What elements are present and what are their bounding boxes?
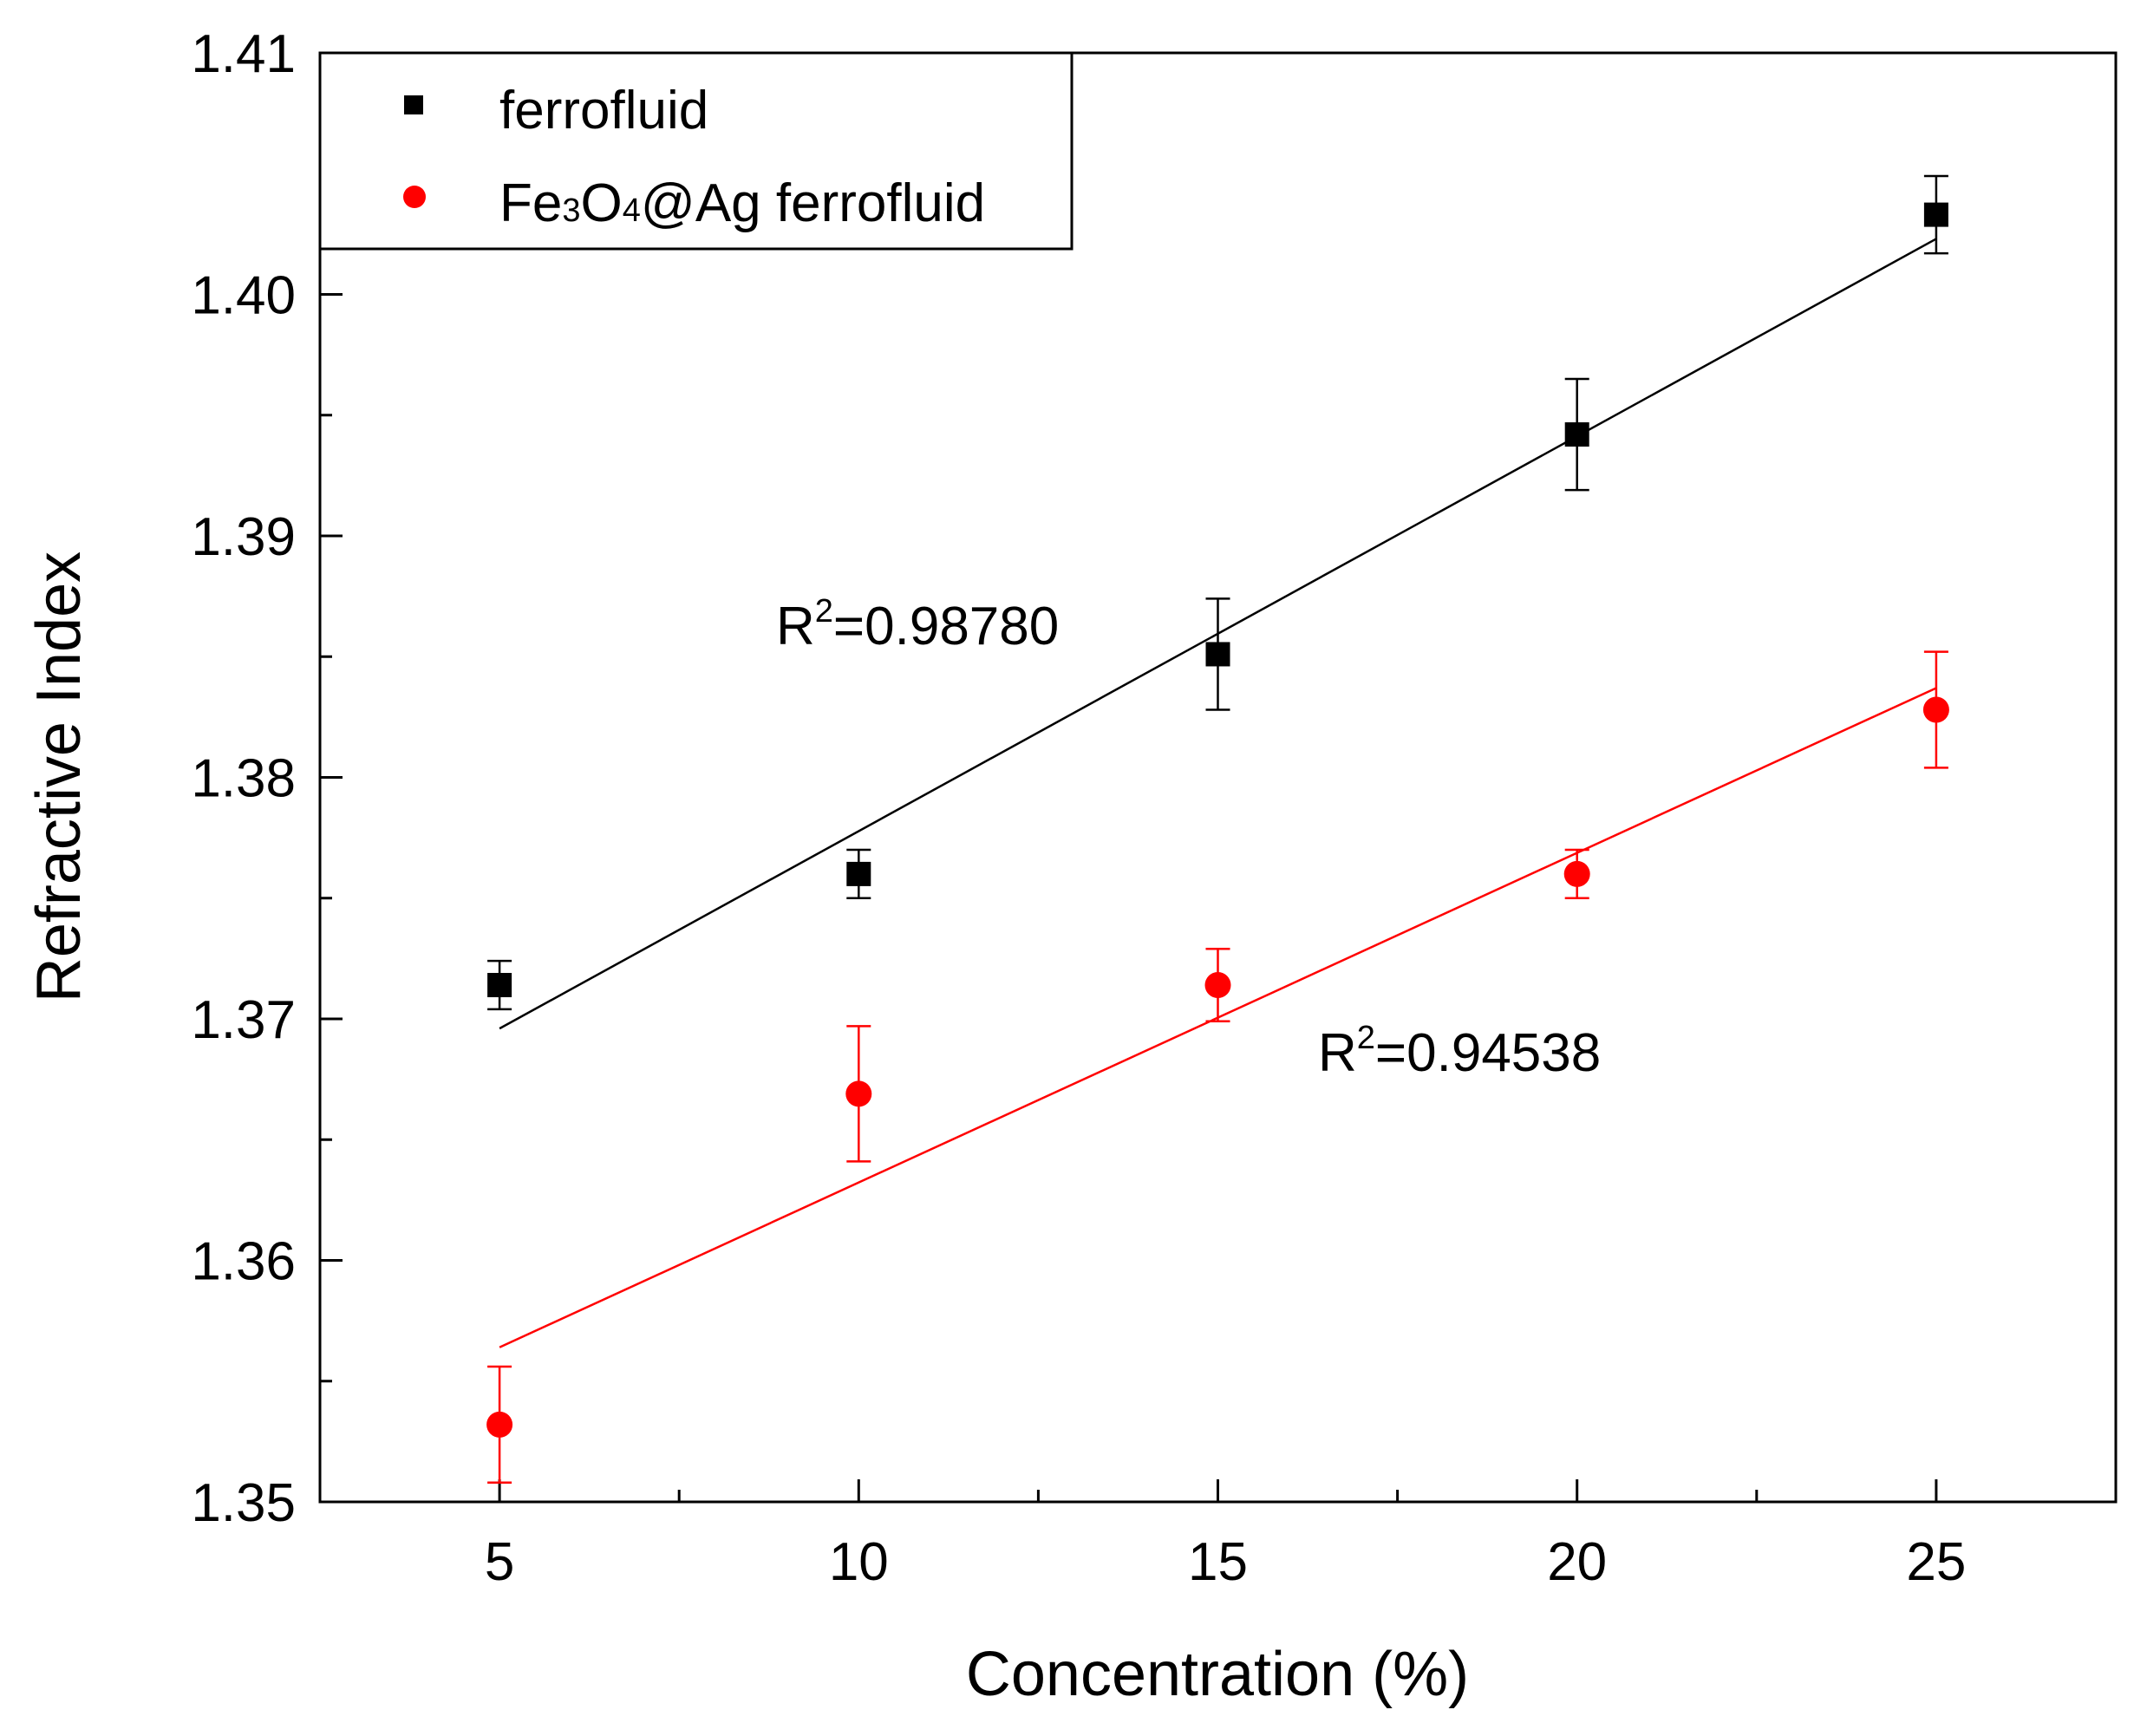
r2-annotation-ferrofluid-r: R: [776, 597, 815, 656]
point-ferrofluid: [487, 973, 512, 998]
point-ferrofluid: [1923, 202, 1948, 227]
x-axis-title: Concentration (%): [966, 1640, 1469, 1709]
r2-annotation-ferrofluid-value: =0.98780: [833, 597, 1059, 656]
legend-label-fe3o4-ag-fe: Fe: [499, 173, 562, 233]
legend-label-fe3o4-ag-sub3: 3: [562, 193, 580, 229]
y-tick-label: 1.36: [191, 1232, 296, 1292]
legend-label-fe3o4-ag-rest: @Ag ferrofluid: [641, 173, 985, 233]
legend: ferrofluid Fe3O4@Ag ferrofluid: [318, 51, 1074, 251]
legend-label-fe3o4-ag: Fe3O4@Ag ferrofluid: [499, 173, 985, 233]
legend-label-fe3o4-ag-o: O: [581, 173, 623, 233]
x-tick-label: 15: [1188, 1532, 1248, 1592]
data-markers: [486, 202, 1949, 1438]
y-tick-label: 1.35: [191, 1473, 296, 1533]
x-tick-label: 5: [485, 1532, 514, 1592]
point-ferrofluid: [1205, 642, 1230, 667]
point-ferrofluid: [1564, 422, 1589, 447]
r2-annotation-fe3o4-ag-sup: 2: [1357, 1020, 1375, 1056]
point-fe3o4-ag: [1922, 696, 1949, 723]
r2-annotation-fe3o4-ag-value: =0.94538: [1375, 1023, 1601, 1083]
r2-annotation-ferrofluid: R2=0.98780: [776, 593, 1059, 656]
x-tick-label: 20: [1547, 1532, 1607, 1592]
x-tick-label: 10: [829, 1532, 889, 1592]
y-tick-label: 1.37: [191, 990, 296, 1050]
r2-annotation-fe3o4-ag: R2=0.94538: [1318, 1020, 1601, 1083]
y-tick-label: 1.38: [191, 749, 296, 809]
y-axis-title: Refractive Index: [24, 551, 94, 1002]
point-fe3o4-ag: [486, 1411, 513, 1438]
legend-label-ferrofluid: ferrofluid: [499, 81, 708, 140]
point-fe3o4-ag: [1204, 972, 1231, 999]
legend-marker-ferrofluid: [404, 95, 423, 114]
legend-label-fe3o4-ag-sub4: 4: [623, 193, 641, 229]
y-tick-label: 1.41: [191, 24, 296, 84]
point-ferrofluid: [846, 861, 871, 886]
r2-annotation-fe3o4-ag-r: R: [1318, 1023, 1357, 1083]
y-axis-ticks: 1.35 1.36 1.37 1.38 1.39 1.40 1.41: [191, 24, 343, 1533]
legend-box: [318, 51, 1074, 251]
y-tick-label: 1.39: [191, 507, 296, 567]
point-fe3o4-ag: [1563, 860, 1590, 887]
x-tick-label: 25: [1906, 1532, 1966, 1592]
point-fe3o4-ag: [845, 1080, 872, 1107]
legend-marker-fe3o4-ag: [403, 186, 426, 208]
r2-annotation-ferrofluid-sup: 2: [815, 593, 833, 630]
x-axis-ticks: 5 10 15 20 25: [485, 1479, 1966, 1592]
y-tick-label: 1.40: [191, 266, 296, 326]
